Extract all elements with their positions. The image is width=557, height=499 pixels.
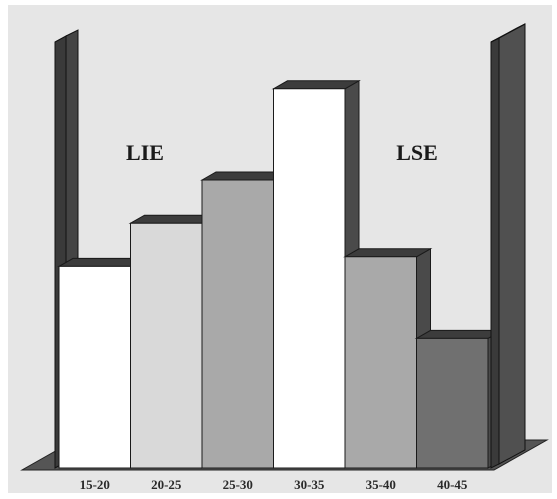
bar-40-45 [414, 329, 504, 469]
bars-group [57, 79, 504, 469]
x-tick-label: 30-35 [294, 477, 325, 492]
lie-label: LIE [126, 140, 164, 165]
x-tick-label: 40-45 [437, 477, 468, 492]
x-tick-label: 15-20 [80, 477, 110, 492]
x-tick-label: 25-30 [223, 477, 253, 492]
x-tick-label: 20-25 [151, 477, 182, 492]
bar-top-40-45 [414, 329, 504, 339]
bar-front-20-25 [130, 222, 203, 469]
lse-wall-front [490, 37, 500, 469]
bar-front-25-30 [201, 179, 274, 469]
x-tick-labels: 15-20 20-25 25-30 30-35 35-40 40-45 [80, 477, 468, 492]
bar-top-30-35 [271, 80, 361, 90]
bar-front-30-35 [273, 88, 346, 469]
lie-wall-front [65, 29, 79, 265]
lie-wall [54, 29, 79, 469]
lse-wall-top [490, 23, 526, 43]
lse-label: LSE [396, 140, 438, 165]
lse-wall-side [498, 23, 526, 465]
bar-top-35-40 [343, 248, 433, 258]
bar-front-15-20 [58, 265, 131, 469]
bar-front-35-40 [344, 256, 417, 469]
x-tick-label: 35-40 [366, 477, 396, 492]
bar-front-40-45 [416, 337, 489, 469]
lse-wall [490, 23, 526, 469]
